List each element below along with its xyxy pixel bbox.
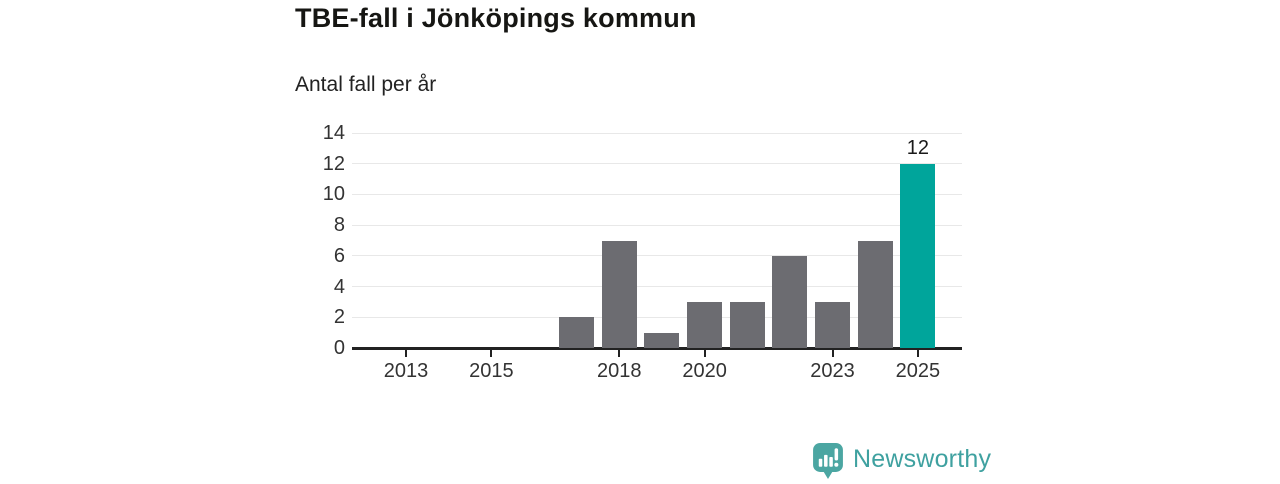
gridline-y-2 — [352, 316, 962, 318]
x-tick-label-2020: 2020 — [682, 360, 727, 382]
x-tick-2020 — [703, 348, 706, 357]
bar-2019 — [644, 332, 680, 348]
gridline-y-8 — [352, 224, 962, 226]
gridline-y-12 — [352, 163, 962, 165]
bar-value-label-2025: 12 — [906, 136, 929, 159]
x-tick-label-2018: 2018 — [597, 360, 642, 382]
y-tick-label-14: 14 — [322, 122, 345, 144]
bar-2017 — [559, 317, 595, 348]
bar-2022 — [772, 255, 808, 348]
y-tick-label-2: 2 — [333, 306, 345, 329]
y-tick-label-12: 12 — [322, 152, 345, 175]
bar-2020 — [687, 301, 723, 348]
gridline-y-4 — [352, 286, 962, 288]
x-axis-line — [352, 347, 962, 350]
bar-2023 — [815, 301, 851, 348]
x-tick-2013 — [405, 348, 408, 357]
bar-2018 — [601, 240, 637, 348]
chart-subtitle: Antal fall per år — [295, 73, 437, 96]
x-tick-label-2013: 2013 — [383, 360, 429, 382]
y-tick-label-6: 6 — [333, 244, 345, 267]
newsworthy-logo[interactable]: Newsworthy — [813, 443, 991, 484]
plot-area: 12 2013 2015 2018 2020 2023 2025 — [352, 132, 962, 382]
bar-2025 — [900, 163, 936, 348]
newsworthy-brand-text: Newsworthy — [853, 445, 992, 473]
y-tick-label-10: 10 — [322, 183, 345, 206]
x-tick-2015 — [490, 348, 493, 357]
chart-title: TBE-fall i Jönköpings kommun — [295, 3, 697, 33]
gridline-y-6 — [352, 255, 962, 257]
gridline-y-14 — [352, 132, 962, 134]
x-tick-2018 — [618, 348, 621, 357]
y-axis-labels: 0 2 4 6 8 10 12 14 — [0, 123, 345, 358]
y-tick-label-4: 4 — [333, 275, 345, 298]
bar-2021 — [729, 301, 765, 348]
x-tick-label-2025: 2025 — [895, 360, 941, 382]
newsworthy-speech-bubble-chart-icon — [813, 443, 843, 484]
gridline-y-10 — [352, 193, 962, 195]
y-tick-label-8: 8 — [333, 214, 345, 237]
x-tick-2023 — [831, 348, 834, 357]
x-tick-label-2023: 2023 — [810, 360, 855, 382]
y-tick-label-0: 0 — [333, 337, 345, 359]
x-tick-2025 — [916, 348, 919, 357]
bar-2024 — [857, 240, 893, 348]
x-tick-label-2015: 2015 — [469, 360, 514, 382]
